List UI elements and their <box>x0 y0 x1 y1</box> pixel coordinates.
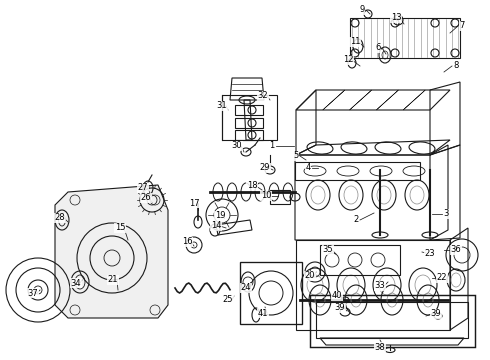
Text: 24: 24 <box>241 284 251 292</box>
Text: 1: 1 <box>270 141 274 150</box>
Bar <box>310 295 475 347</box>
Bar <box>240 262 302 324</box>
Text: 8: 8 <box>453 62 459 71</box>
Text: 19: 19 <box>215 211 225 220</box>
Bar <box>222 95 277 140</box>
Text: 9: 9 <box>359 5 365 14</box>
Text: 32: 32 <box>258 91 269 100</box>
Text: 30: 30 <box>232 141 243 150</box>
Text: 3: 3 <box>443 210 449 219</box>
Text: 2: 2 <box>353 216 359 225</box>
Text: 34: 34 <box>71 279 81 288</box>
Text: 38: 38 <box>375 342 385 351</box>
Text: 28: 28 <box>55 213 65 222</box>
Text: 35: 35 <box>323 246 333 255</box>
Text: 7: 7 <box>459 22 465 31</box>
Bar <box>320 245 400 275</box>
Text: 13: 13 <box>391 13 401 22</box>
Text: 23: 23 <box>425 248 435 257</box>
Text: 10: 10 <box>261 192 271 201</box>
Text: 41: 41 <box>258 309 268 318</box>
Bar <box>270 190 290 204</box>
Text: 14: 14 <box>211 221 221 230</box>
Text: 31: 31 <box>217 102 227 111</box>
Text: 20: 20 <box>305 271 315 280</box>
Text: 6: 6 <box>375 44 381 53</box>
Bar <box>235 105 263 115</box>
Text: 25: 25 <box>223 296 233 305</box>
Text: 18: 18 <box>246 181 257 190</box>
Text: 4: 4 <box>305 163 311 172</box>
Text: 21: 21 <box>108 275 118 284</box>
Text: 40: 40 <box>332 292 342 301</box>
Text: 22: 22 <box>437 274 447 283</box>
Text: 27: 27 <box>138 184 148 193</box>
Text: 36: 36 <box>451 246 462 255</box>
Text: 37: 37 <box>27 288 38 297</box>
Bar <box>350 18 460 58</box>
Text: 17: 17 <box>189 198 199 207</box>
Text: 39: 39 <box>335 303 345 312</box>
Polygon shape <box>55 185 168 318</box>
Text: 26: 26 <box>141 194 151 202</box>
Text: 5: 5 <box>294 152 298 161</box>
Text: 29: 29 <box>260 163 270 172</box>
Text: 16: 16 <box>182 238 192 247</box>
Text: 12: 12 <box>343 55 353 64</box>
Text: 39: 39 <box>431 310 441 319</box>
Text: 11: 11 <box>350 37 360 46</box>
Text: 33: 33 <box>375 282 385 291</box>
Text: 15: 15 <box>115 224 125 233</box>
Bar <box>235 130 263 140</box>
Bar <box>235 118 263 128</box>
